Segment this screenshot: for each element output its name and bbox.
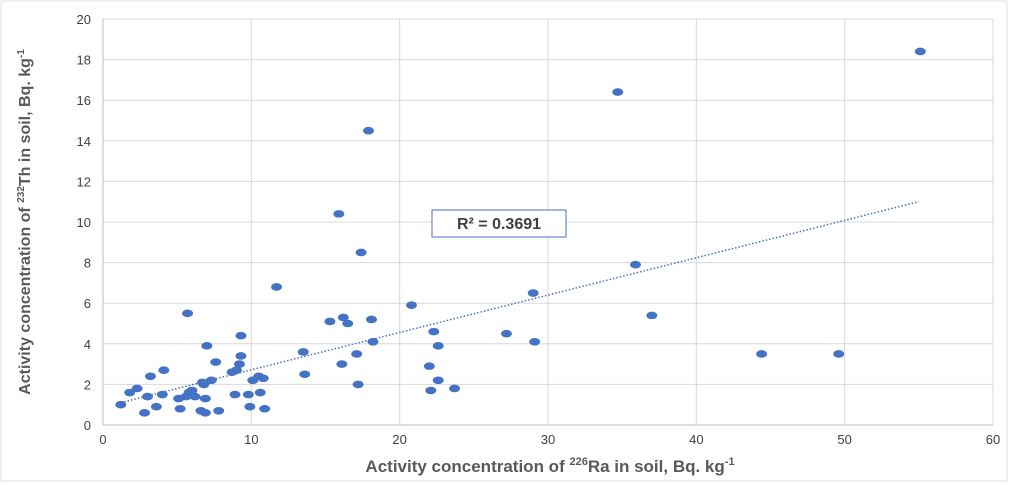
data-point	[210, 358, 222, 366]
x-axis-title: Activity concentration of 226Ra in soil,…	[365, 456, 734, 476]
y-tick-label: 2	[84, 377, 91, 392]
data-point	[355, 248, 367, 257]
y-axis-title: Activity concentration of 232Th in soil,…	[16, 49, 34, 395]
data-point	[333, 210, 345, 218]
data-points	[115, 47, 926, 417]
axes: 0 10 20 30 40 50 60 0 2 4 6 8 10 12 14 16 18 20	[77, 12, 1001, 447]
x-tick-label: 60	[986, 432, 1000, 447]
data-point	[612, 88, 624, 96]
data-point	[833, 350, 845, 358]
data-point	[174, 404, 186, 413]
y-tick-label: 14	[77, 134, 91, 149]
data-point	[428, 327, 440, 336]
data-point	[406, 301, 418, 310]
data-point	[297, 348, 309, 356]
data-point	[244, 402, 256, 411]
data-point	[367, 337, 379, 346]
data-point	[425, 386, 437, 395]
gridlines	[103, 18, 994, 425]
data-point	[189, 392, 201, 401]
y-tick-label: 10	[77, 215, 91, 230]
data-point	[630, 260, 642, 269]
data-point	[352, 380, 364, 389]
data-point	[254, 388, 266, 397]
data-point	[156, 390, 168, 399]
data-point	[199, 409, 211, 417]
data-point	[242, 390, 254, 399]
data-point	[336, 360, 348, 368]
x-tick-label: 50	[837, 432, 851, 447]
data-point	[199, 394, 211, 403]
data-point	[337, 313, 349, 322]
data-point	[139, 409, 151, 417]
data-point	[198, 380, 210, 389]
data-point	[500, 329, 512, 338]
data-point	[124, 388, 136, 397]
data-point	[363, 126, 375, 135]
x-tick-label: 40	[689, 432, 703, 447]
y-tick-label: 6	[84, 296, 91, 311]
data-point	[646, 311, 658, 320]
data-point	[235, 352, 247, 360]
y-tick-label: 4	[84, 337, 91, 352]
data-point	[351, 350, 363, 358]
trendline	[120, 200, 920, 404]
data-point	[186, 386, 198, 395]
data-point	[342, 319, 354, 328]
r2-label: R² = 0.3691	[457, 216, 541, 233]
y-tick-label: 18	[77, 53, 91, 68]
y-tick-label: 12	[77, 174, 91, 189]
data-point	[144, 372, 156, 381]
data-point	[432, 376, 444, 385]
data-point	[299, 370, 311, 379]
data-point	[423, 362, 435, 370]
data-point	[324, 317, 336, 326]
y-tick-label: 8	[84, 256, 91, 271]
data-point	[131, 384, 143, 393]
data-point	[527, 289, 539, 297]
x-tick-label: 0	[99, 432, 106, 447]
x-tick-label: 10	[244, 432, 258, 447]
data-point	[115, 400, 127, 409]
y-tick-label: 16	[77, 93, 91, 108]
x-tick-label: 30	[541, 432, 555, 447]
data-point	[529, 337, 541, 346]
data-point	[150, 402, 162, 411]
data-point	[229, 390, 241, 399]
data-point	[432, 342, 444, 350]
data-point	[213, 406, 225, 415]
r2-label-box: R² = 0.3691	[431, 209, 567, 238]
data-point	[259, 404, 271, 413]
data-point	[205, 376, 217, 385]
data-point	[756, 350, 768, 358]
data-point	[142, 392, 153, 401]
data-point	[449, 384, 461, 393]
data-point	[271, 283, 283, 291]
data-point	[231, 366, 242, 374]
data-point	[182, 309, 194, 318]
data-point	[914, 47, 926, 56]
data-point	[201, 342, 213, 350]
data-point	[365, 315, 377, 324]
data-point	[235, 331, 247, 340]
y-tick-label: 0	[84, 418, 91, 433]
data-point	[158, 366, 170, 374]
trendline-layer	[120, 200, 920, 404]
data-point	[233, 360, 245, 368]
data-point	[257, 374, 269, 383]
x-tick-label: 20	[392, 432, 406, 447]
y-tick-label: 20	[77, 12, 91, 27]
